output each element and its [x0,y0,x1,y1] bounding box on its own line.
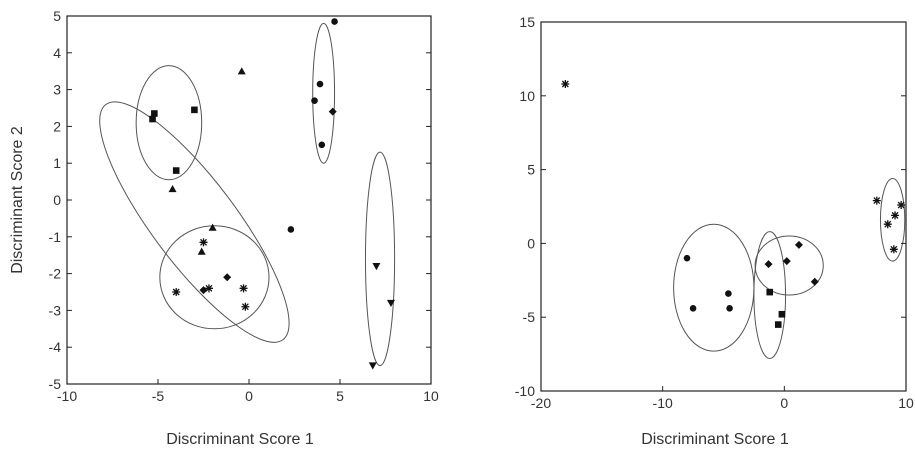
x-tick-label-1-2: 0 [780,395,788,411]
y-tick-label-0-2: 3 [53,82,61,98]
left-plot-frame [66,15,432,385]
point-1-0-0 [683,254,691,262]
x-tick-label-1-3: 10 [898,395,914,411]
point-0-5-1 [386,299,395,308]
point-0-2-0 [168,184,177,193]
point-0-1-4 [287,226,295,233]
point-0-2-2 [197,247,206,255]
ellipse-0-2 [159,225,270,330]
x-tick-label-1-1: -10 [653,395,673,411]
ellipse-1-3 [879,177,906,262]
y-tick-label-0-9: -4 [49,339,62,355]
y-tick-label-1-4: -5 [523,309,536,325]
y-tick-label-0-6: -1 [49,229,62,245]
point-0-2-3 [237,67,246,75]
point-1-2-2 [764,260,773,269]
y-tick-label-0-3: 2 [53,118,61,134]
left-x-axis-title: Discriminant Score 1 [166,431,314,448]
y-tick-label-1-3: 0 [527,235,535,251]
point-0-5-0 [372,263,381,271]
point-1-0-1 [689,305,697,312]
x-tick-label-1-0: -20 [531,395,551,411]
point-1-0-3 [726,305,733,312]
point-0-0-3 [172,167,180,174]
point-0-4-1 [204,284,213,293]
point-1-3-3 [891,211,900,220]
y-tick-label-1-2: 5 [527,162,535,178]
point-0-5-2 [368,362,377,370]
point-0-1-3 [318,141,326,149]
y-tick-label-1-5: -10 [515,383,535,399]
y-tick-label-1-1: 10 [519,88,535,104]
x-tick-label-0-0: -10 [57,388,77,404]
point-0-3-1 [223,273,232,282]
right-plot-frame [540,21,907,392]
point-1-3-4 [897,201,906,210]
ellipse-0-3 [312,22,336,164]
x-tick-label-0-4: 10 [423,388,439,404]
y-tick-label-0-8: -3 [49,302,62,318]
ellipse-1-2 [754,235,824,296]
ellipse-0-1 [99,101,290,343]
point-0-0-2 [191,106,198,114]
point-1-2-1 [810,277,819,286]
ellipse-0-4 [364,151,396,367]
x-tick-label-0-3: 5 [336,388,344,404]
left-y-axis-title: Discriminant Score 2 [9,126,26,274]
point-1-2-3 [782,257,791,266]
y-tick-label-0-7: -2 [49,266,62,282]
y-tick-label-1-0: 15 [519,14,535,30]
point-1-3-1 [872,196,881,205]
y-tick-label-0-10: -5 [49,376,62,392]
point-1-0-2 [725,290,732,297]
right-x-axis-title: Discriminant Score 1 [641,431,789,448]
y-tick-label-0-4: 1 [53,155,61,171]
point-0-1-0 [331,18,338,25]
point-1-1-1 [778,310,786,318]
point-0-2-1 [208,223,217,231]
y-tick-label-0-1: 4 [53,45,61,61]
y-tick-label-0-0: 5 [53,8,61,24]
point-0-3-0 [328,107,337,116]
ellipse-1-0 [673,223,755,352]
x-tick-label-0-1: -5 [152,388,165,404]
point-1-1-2 [774,321,782,328]
ellipse-0-0 [135,65,203,181]
point-0-0-1 [151,110,158,117]
point-1-1-0 [766,288,774,296]
x-tick-label-0-2: 0 [245,388,253,404]
point-1-3-5 [889,245,898,254]
point-1-2-0 [794,240,803,249]
point-0-1-1 [316,80,324,88]
y-tick-label-0-5: 0 [53,192,61,208]
point-1-3-0 [561,79,570,88]
point-0-1-2 [311,97,318,104]
point-1-3-2 [883,220,892,229]
point-0-4-2 [239,284,248,293]
point-0-4-4 [241,302,250,311]
point-0-0-0 [149,115,156,123]
point-0-4-3 [199,238,208,247]
point-0-4-0 [172,288,181,296]
